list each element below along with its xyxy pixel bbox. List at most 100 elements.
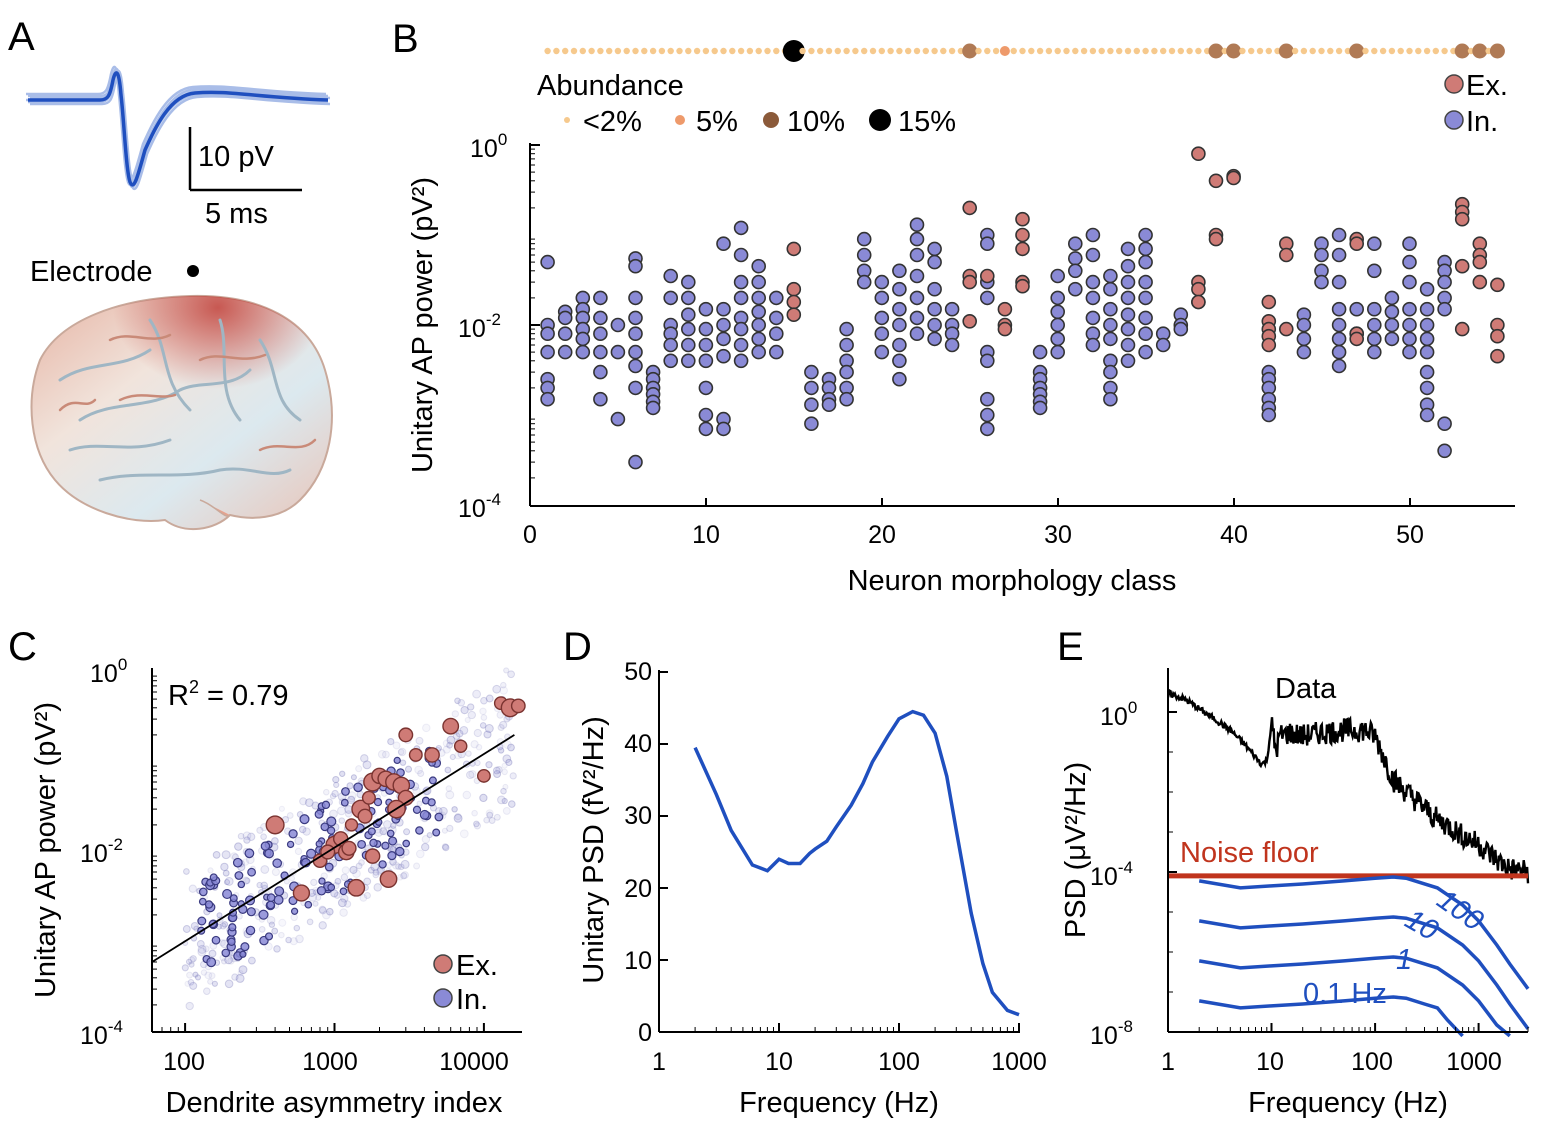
y-tick-label: 10-8 — [1090, 1017, 1133, 1050]
abundance-marker — [764, 47, 771, 55]
point-inhibitory — [593, 391, 608, 407]
abundance-marker — [825, 47, 833, 55]
point-background — [472, 689, 482, 699]
abundance-marker — [676, 47, 683, 55]
point-background — [244, 877, 251, 884]
point-inhibitory — [1402, 301, 1417, 317]
point-inhibitory — [1367, 263, 1382, 279]
point-background — [485, 694, 494, 703]
panel-c: C R2 = 0.79 Ex. In. 100 10-2 10-4 100 10… — [8, 625, 526, 1119]
point-excitatory — [1490, 348, 1505, 364]
point-inhibitory — [804, 416, 819, 432]
point-excitatory — [1191, 294, 1206, 310]
point-background — [505, 758, 513, 766]
point-background — [256, 881, 263, 889]
point-background — [483, 730, 492, 739]
point-background — [497, 723, 505, 732]
point-background — [337, 806, 346, 816]
point-inhibitory — [1331, 331, 1347, 347]
y-axis-label: PSD (μV²/Hz) — [1060, 762, 1092, 938]
point-inhibitory — [698, 301, 714, 317]
point-inhibitory — [593, 364, 608, 380]
point-background — [493, 770, 502, 778]
point-background — [258, 926, 266, 933]
point-inhibitory — [1120, 274, 1136, 290]
point-background — [399, 759, 407, 766]
point-background — [507, 800, 516, 808]
point-background — [397, 863, 405, 871]
point-background — [470, 740, 479, 749]
point-inhibitory — [321, 800, 331, 810]
point-background — [480, 714, 488, 721]
point-excitatory — [786, 307, 802, 323]
point-inhibitory — [874, 274, 890, 290]
point-inhibitory — [247, 867, 257, 877]
point-inhibitory — [1050, 331, 1065, 347]
point-inhibitory — [266, 893, 276, 902]
legend-marker-ex — [1444, 74, 1464, 94]
point-inhibitory — [258, 909, 269, 920]
point-background — [417, 769, 425, 778]
point-inhibitory — [927, 254, 942, 270]
point-background — [285, 936, 292, 944]
point-inhibitory — [839, 364, 854, 380]
point-background — [325, 907, 334, 916]
legend: Ex. In. — [433, 950, 498, 1016]
point-inhibitory — [698, 321, 714, 337]
abundance-marker — [1028, 47, 1035, 55]
point-inhibitory — [927, 241, 942, 257]
electrode-marker — [187, 265, 199, 277]
y-tick-label: 0 — [638, 1019, 652, 1047]
point-background — [486, 811, 494, 819]
point-background — [293, 924, 301, 932]
point-inhibitory — [944, 337, 960, 353]
x-tick-label: 10 — [765, 1048, 793, 1076]
point-background — [185, 1001, 194, 1011]
point-background — [499, 686, 508, 695]
abundance-marker — [1010, 47, 1017, 55]
point-inhibitory — [1138, 227, 1153, 243]
ticks — [1168, 711, 1529, 1033]
point-excitatory — [1015, 278, 1030, 294]
point-inhibitory — [557, 344, 573, 360]
point-inhibitory — [610, 344, 626, 360]
point-inhibitory — [733, 353, 749, 369]
x-axis-label: Neuron morphology class — [848, 565, 1177, 597]
point-background — [192, 971, 199, 978]
point-inhibitory — [286, 840, 295, 849]
point-background — [187, 978, 195, 986]
point-inhibitory — [821, 397, 837, 413]
firing-rate-psd-line — [1198, 875, 1530, 990]
point-background — [340, 873, 349, 882]
scale-bar-horizontal-label: 5 ms — [205, 198, 268, 230]
point-excitatory — [476, 768, 491, 783]
point-inhibitory — [1155, 337, 1171, 353]
abundance-marker — [1309, 47, 1316, 55]
point-inhibitory — [1085, 310, 1101, 326]
point-inhibitory — [290, 907, 299, 915]
x-tick-label: 1 — [652, 1048, 666, 1076]
point-inhibitory — [1402, 344, 1417, 360]
point-background — [451, 710, 459, 718]
point-background — [395, 863, 402, 870]
point-background — [362, 760, 372, 770]
abundance-marker — [1349, 43, 1365, 59]
point-inhibitory — [327, 883, 336, 892]
abundance-marker — [852, 47, 859, 55]
x-axis-label: Frequency (Hz) — [739, 1087, 939, 1119]
x-tick-label: 10 — [1256, 1048, 1284, 1076]
point-inhibitory — [909, 310, 925, 326]
point-background — [341, 866, 350, 875]
point-background — [231, 973, 239, 981]
point-inhibitory — [610, 317, 626, 333]
rate-label: 1 — [1396, 944, 1412, 976]
point-background — [501, 768, 508, 776]
point-background — [485, 761, 493, 769]
point-inhibitory — [540, 326, 555, 342]
abundance-marker — [623, 47, 630, 55]
point-background — [392, 861, 401, 870]
point-inhibitory — [1068, 263, 1083, 279]
point-background — [260, 881, 269, 890]
point-excitatory — [962, 313, 978, 329]
panel-a: A 10 pV 5 ms Electrode — [8, 15, 333, 531]
